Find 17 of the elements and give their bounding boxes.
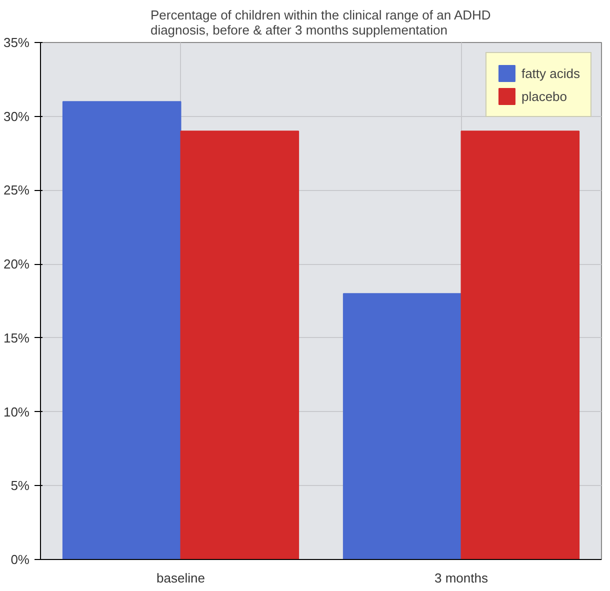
- chart-title: Percentage of children within the clinical range of an ADHD diagnosis, before & after 3 months supplementation: [150, 8, 491, 38]
- y-tick-label: 0%: [10, 552, 30, 567]
- x-tick-label: 3 months: [434, 570, 488, 586]
- legend-label: fatty acids: [521, 66, 580, 80]
- y-tick-label: 5%: [10, 478, 30, 494]
- bar: [342, 293, 462, 560]
- y-tick-label: 20%: [3, 256, 30, 272]
- y-tick-label: 35%: [3, 35, 30, 50]
- x-tick-label: baseline: [156, 570, 205, 586]
- legend-label: placebo: [521, 88, 568, 104]
- y-tick-label: 25%: [3, 182, 30, 198]
- y-tick-label: 30%: [3, 108, 30, 124]
- bar: [460, 130, 580, 560]
- y-tick-label: 15%: [3, 330, 30, 346]
- bar: [180, 130, 300, 560]
- y-tick-label: 10%: [3, 404, 30, 420]
- bar: [62, 101, 182, 560]
